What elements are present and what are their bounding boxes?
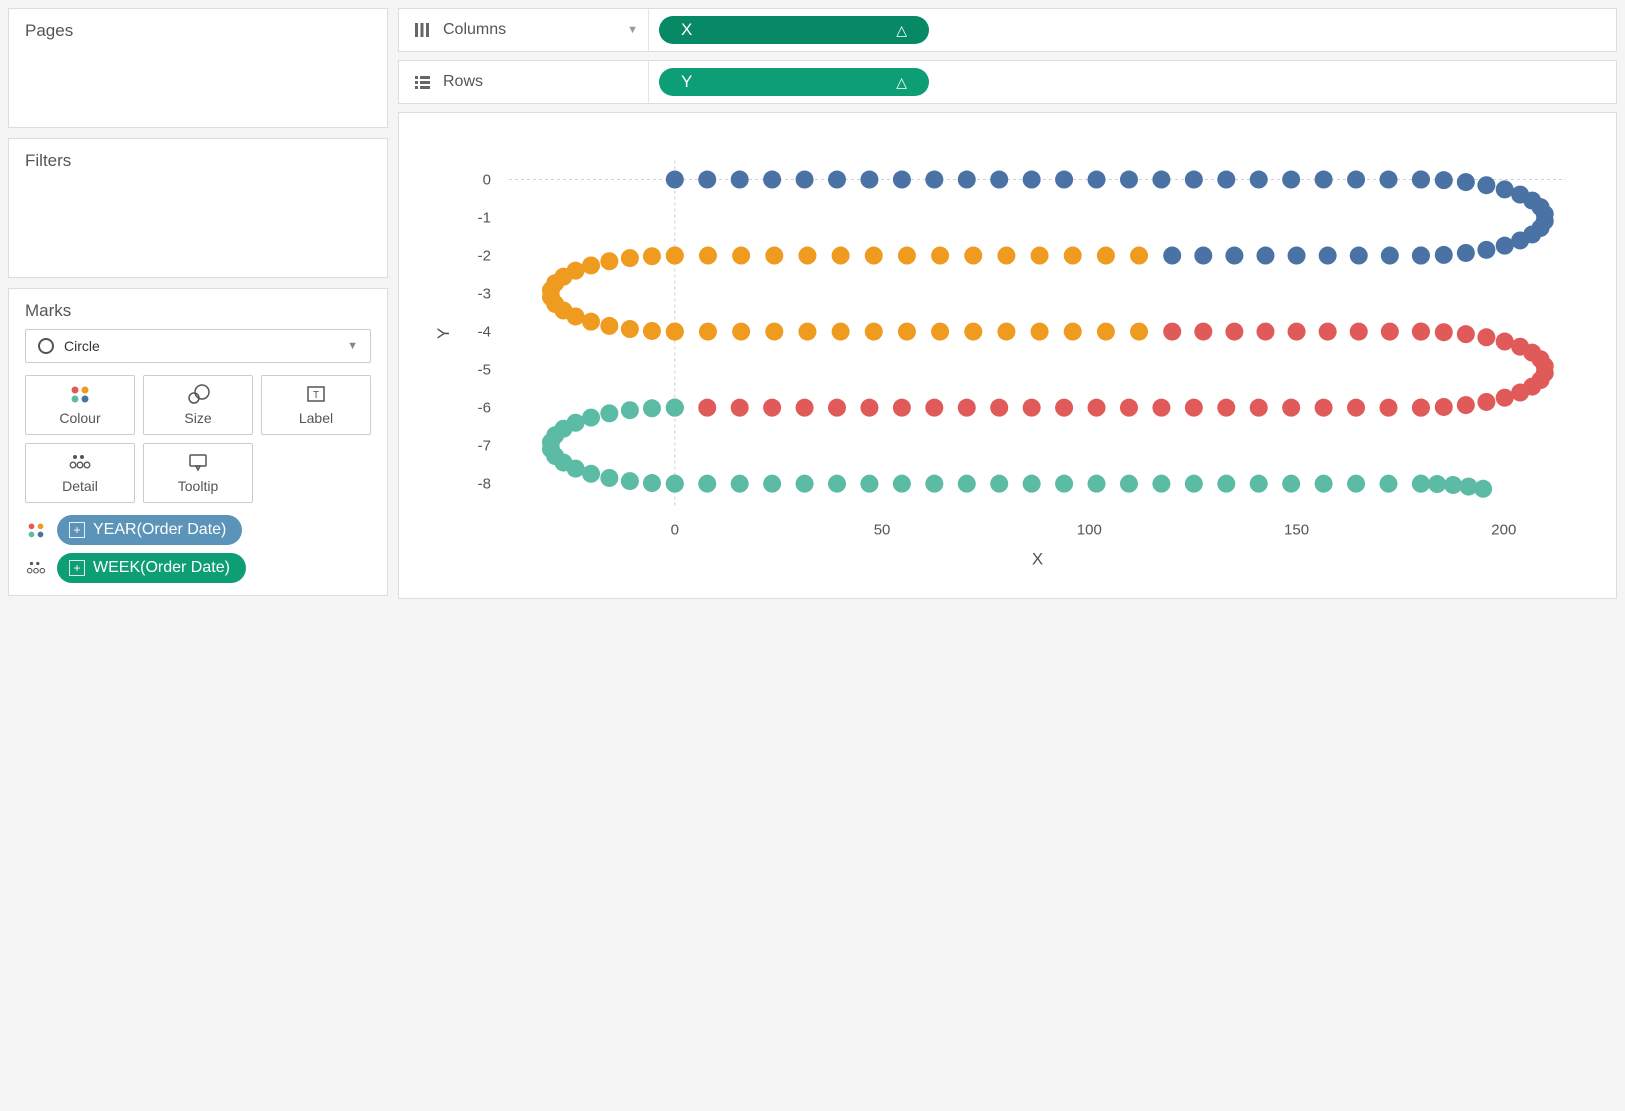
svg-text:X: X: [1032, 550, 1043, 569]
columns-icon: [413, 21, 431, 39]
columns-pill-label: X: [681, 20, 692, 40]
svg-text:200: 200: [1491, 522, 1516, 539]
size-label: Size: [184, 410, 211, 426]
tooltip-label: Tooltip: [178, 478, 218, 494]
tooltip-icon: [186, 452, 210, 472]
size-icon: [186, 384, 210, 404]
svg-text:0: 0: [671, 522, 679, 539]
mark-type-label: Circle: [64, 338, 100, 354]
expand-icon: +: [69, 560, 85, 576]
svg-text:0: 0: [483, 172, 491, 189]
colour-pill-label: YEAR(Order Date): [93, 521, 226, 539]
mark-type-select[interactable]: Circle ▼: [25, 329, 371, 363]
svg-text:Y: Y: [434, 328, 453, 339]
colour-pill-year[interactable]: + YEAR(Order Date): [57, 515, 242, 545]
detail-pill-label: WEEK(Order Date): [93, 559, 230, 577]
detail-icon: [68, 452, 92, 472]
expand-icon: +: [69, 522, 85, 538]
detail-button[interactable]: Detail: [25, 443, 135, 503]
chevron-down-icon: ▼: [347, 340, 358, 352]
filters-shelf[interactable]: Filters: [8, 138, 388, 278]
colour-icon: [68, 384, 92, 404]
label-label: Label: [299, 410, 333, 426]
label-icon: T: [304, 384, 328, 404]
pages-title: Pages: [25, 21, 371, 41]
marks-title: Marks: [25, 301, 371, 321]
svg-text:-8: -8: [478, 476, 491, 493]
svg-text:-6: -6: [478, 400, 491, 417]
colour-encoding-icon: [25, 521, 47, 539]
rows-shelf[interactable]: Rows Y △: [398, 60, 1617, 104]
svg-text:-2: -2: [478, 248, 491, 265]
tooltip-button[interactable]: Tooltip: [143, 443, 253, 503]
scatter-chart: 0 -1 -2 -3 -4 -5 -6 -7 -8 0 50 100 150 200 X Y: [419, 129, 1596, 578]
columns-pill-x[interactable]: X △: [659, 16, 929, 44]
rows-label: Rows: [443, 73, 483, 91]
svg-text:T: T: [313, 390, 319, 401]
size-button[interactable]: Size: [143, 375, 253, 435]
columns-label: Columns: [443, 21, 506, 39]
visualization-panel[interactable]: 0 -1 -2 -3 -4 -5 -6 -7 -8 0 50 100 150 200 X Y: [398, 112, 1617, 599]
detail-encoding-icon: [25, 559, 47, 577]
chevron-down-icon: ▼: [627, 24, 638, 36]
detail-label: Detail: [62, 478, 98, 494]
svg-text:-1: -1: [478, 210, 491, 227]
colour-label: Colour: [59, 410, 100, 426]
detail-pill-week[interactable]: + WEEK(Order Date): [57, 553, 246, 583]
svg-text:-3: -3: [478, 286, 491, 303]
svg-text:-5: -5: [478, 362, 491, 379]
circle-icon: [38, 338, 54, 354]
marks-card: Marks Circle ▼ Colour: [8, 288, 388, 596]
colour-button[interactable]: Colour: [25, 375, 135, 435]
table-calc-icon: △: [896, 22, 907, 39]
svg-text:150: 150: [1284, 522, 1309, 539]
table-calc-icon: △: [896, 74, 907, 91]
pages-shelf[interactable]: Pages: [8, 8, 388, 128]
filters-title: Filters: [25, 151, 371, 171]
rows-pill-y[interactable]: Y △: [659, 68, 929, 96]
rows-icon: [413, 73, 431, 91]
rows-pill-label: Y: [681, 72, 692, 92]
columns-shelf[interactable]: Columns ▼ X △: [398, 8, 1617, 52]
svg-text:100: 100: [1077, 522, 1102, 539]
svg-text:-4: -4: [478, 324, 491, 341]
label-button[interactable]: T Label: [261, 375, 371, 435]
svg-text:50: 50: [874, 522, 891, 539]
svg-text:-7: -7: [478, 438, 491, 455]
